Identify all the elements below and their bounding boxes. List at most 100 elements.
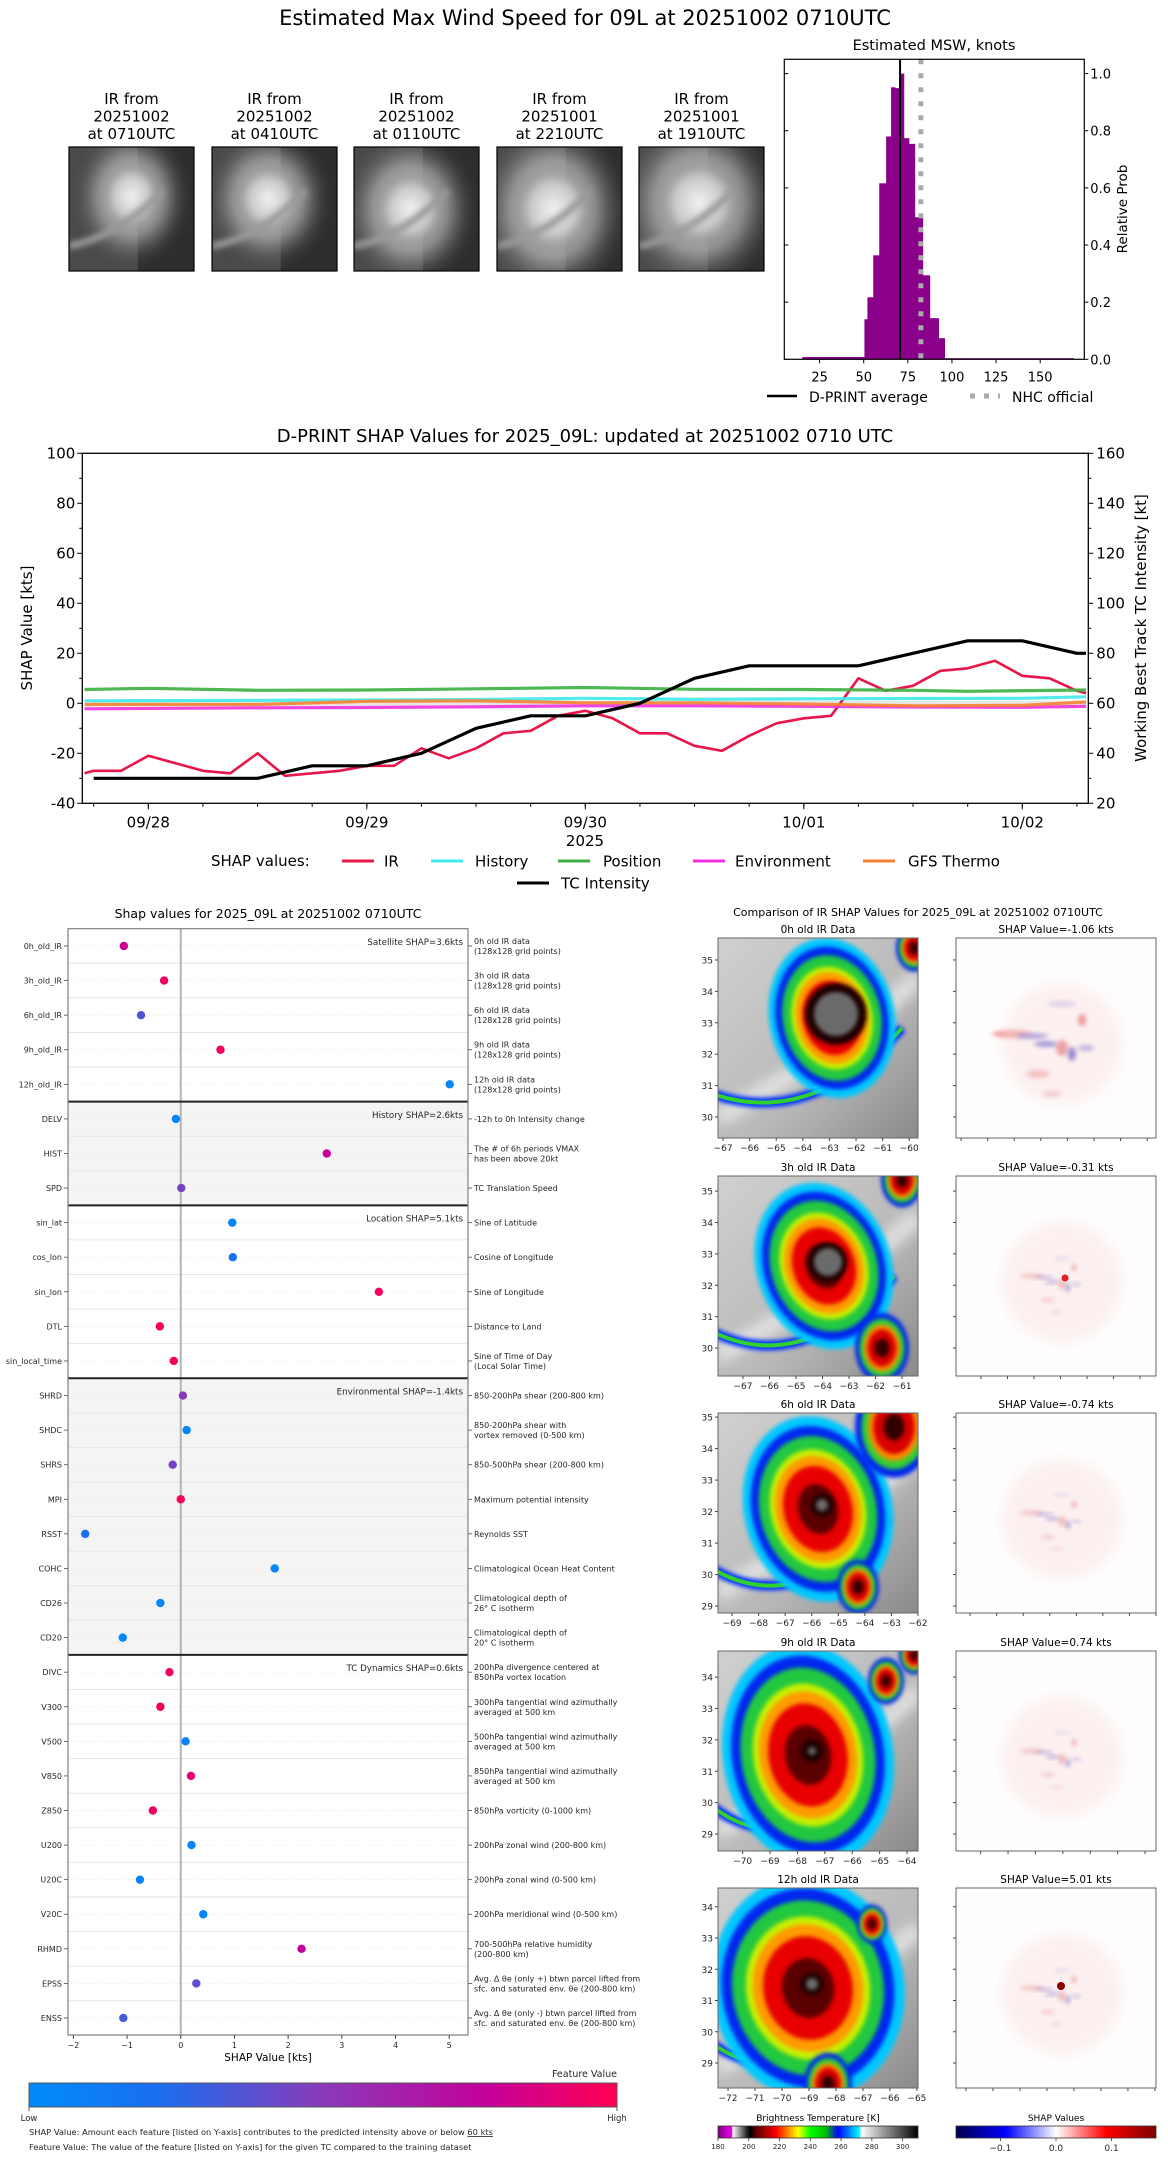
histogram-title: Estimated MSW, knots [853, 38, 1016, 54]
shap-dot-cos_lon [228, 1253, 238, 1262]
x-tick-label: 50 [855, 370, 872, 385]
lon-tick-label: −68 [826, 2094, 845, 2104]
lon-tick-label: −70 [772, 2094, 791, 2104]
convective-cell [910, 1651, 918, 1661]
rain-band [354, 187, 451, 250]
thumbnail-image [69, 147, 194, 271]
feature-description: -12h to 0h Intensity change [474, 1115, 585, 1124]
series-line-environment [84, 704, 1087, 711]
shap-dot-6h_old_ir [136, 1010, 146, 1020]
feature-description: 850hPa vorticity (0-1000 km) [474, 1807, 591, 1816]
thumbnail-frame [68, 146, 195, 272]
footnote-threshold: 60 kts [467, 2127, 493, 2137]
lat-tick-label: 32 [702, 1508, 713, 1518]
histogram-bar [895, 88, 900, 360]
feature-description: 9h old IR data [474, 1041, 530, 1050]
x-tick-label: 5 [447, 2041, 452, 2050]
y-tick-label: 0.6 [1090, 182, 1111, 197]
lat-tick-label: 33 [702, 1935, 713, 1945]
shap-attribution-map [956, 1176, 1156, 1376]
feature-name-label: 3h_old_IR [24, 977, 63, 986]
y2-tick-label: 120 [1096, 544, 1125, 562]
feature-description: Cosine of Longitude [474, 1253, 554, 1262]
feature-description: Sine of Time of Day [474, 1352, 553, 1361]
y-tick-label: 1.0 [1090, 68, 1111, 83]
ir-panel-row: 6h old IR Data SHAP Value=-0.74 kts −69 −68… [702, 1399, 1157, 1629]
histogram-bar [922, 275, 931, 360]
thumbnail-label: IR from [674, 90, 729, 108]
lat-tick-label: 30 [702, 1345, 714, 1355]
feature-description: 200hPa divergence centered at [474, 1663, 599, 1672]
lon-tick-label: −65 [767, 1144, 786, 1154]
shap-dot-u20c [135, 1875, 145, 1884]
shap-attribution-halo [1002, 1459, 1122, 1579]
lon-tick-label: −69 [761, 1857, 780, 1867]
ir-panel-frame [717, 937, 919, 1139]
shap-panel-frame [955, 937, 1157, 1139]
shap-dot-cohc [270, 1564, 279, 1573]
feature-description: vortex removed (0-500 km) [474, 1431, 585, 1440]
shap-colorbar-tick-label: 0.1 [1104, 2144, 1118, 2154]
lon-tick-label: −62 [847, 1144, 866, 1154]
lon-tick-label: −60 [900, 1144, 919, 1154]
lat-tick-label: 32 [702, 1282, 713, 1292]
ir-brightness-image [718, 1888, 918, 2088]
brightness-temperature-colorbar [717, 2125, 919, 2139]
shap-dot-delv [171, 1114, 181, 1124]
x-tick-label: 09/28 [127, 813, 170, 831]
shap-dot-rhmd [297, 1944, 306, 1954]
feature-description: sfc. and saturated env. θe (200-800 km) [474, 1984, 635, 1993]
bt-colorbar-tick-label: 280 [865, 2143, 878, 2151]
feature-name-label: EPSS [42, 1979, 62, 1988]
feature-description: (128x128 grid points) [474, 1051, 561, 1060]
feature-name-label: DELV [42, 1115, 63, 1124]
lon-tick-label: −65 [829, 1619, 848, 1629]
lat-tick-label: 33 [702, 1019, 713, 1029]
legend-title: SHAP values: [211, 852, 310, 870]
shap-dot-shrs [168, 1460, 177, 1469]
y-axis-label: SHAP Value [kts] [18, 566, 36, 691]
feature-description: 850-200hPa shear (200-800 km) [474, 1392, 604, 1401]
shap-summary-plot: Satellite SHAP=3.6kts 0h_old_IR 0h old IR … [6, 928, 640, 2152]
feature-description: averaged at 500 km [474, 1742, 555, 1751]
lon-tick-label: −63 [882, 1619, 901, 1629]
group-shap-label: TC Dynamics SHAP=0.6kts [345, 1664, 463, 1674]
convective-cell [896, 1176, 908, 1188]
x-tick-label: 0 [178, 2041, 183, 2050]
shap-dot-hist [322, 1149, 331, 1158]
timeseries-xlabel: 2025 [566, 832, 604, 850]
y-tick-label: -40 [51, 794, 76, 812]
feature-name-label: SHDC [39, 1426, 62, 1435]
feature-description: (128x128 grid points) [474, 1085, 561, 1094]
shap-colorbar-tick-label: −0.1 [990, 2144, 1012, 2154]
feature-name-label: RHMD [37, 1945, 62, 1954]
feature-description: 20° C isotherm [474, 1639, 534, 1648]
lat-tick-label: 34 [702, 1219, 714, 1229]
lat-tick-label: 31 [702, 1768, 713, 1778]
lon-tick-label: −65 [786, 1382, 805, 1392]
feature-name-label: CD20 [40, 1634, 62, 1643]
shap-dot-3h_old_ir [159, 976, 169, 985]
series-line-position [84, 685, 1087, 693]
feature-name-label: COHC [39, 1564, 63, 1573]
feature-description: 12h old IR data [474, 1075, 535, 1084]
group-shap-label: Environmental SHAP=-1.4kts [337, 1388, 464, 1398]
feature-description: 200hPa zonal wind (200-800 km) [474, 1841, 606, 1850]
bt-colorbar-tick-label: 180 [711, 2143, 724, 2151]
feature-description: (200-800 km) [474, 1950, 529, 1959]
feature-name-label: sin_lon [34, 1288, 62, 1297]
lon-tick-label: −61 [873, 1144, 892, 1154]
feature-description: TC Translation Speed [473, 1184, 558, 1193]
feature-description: has been above 20kt [474, 1154, 558, 1163]
shap-dot-sin_lon [374, 1287, 384, 1297]
histogram-bar [867, 297, 874, 360]
lon-tick-label: −64 [898, 1857, 917, 1867]
feature-name-label: 0h_old_IR [24, 942, 63, 951]
x-tick-label: 4 [393, 2041, 398, 2050]
ir-panel-frame [717, 1650, 919, 1852]
lat-tick-label: 34 [702, 1903, 714, 1913]
feature-name-label: HIST [44, 1149, 62, 1158]
